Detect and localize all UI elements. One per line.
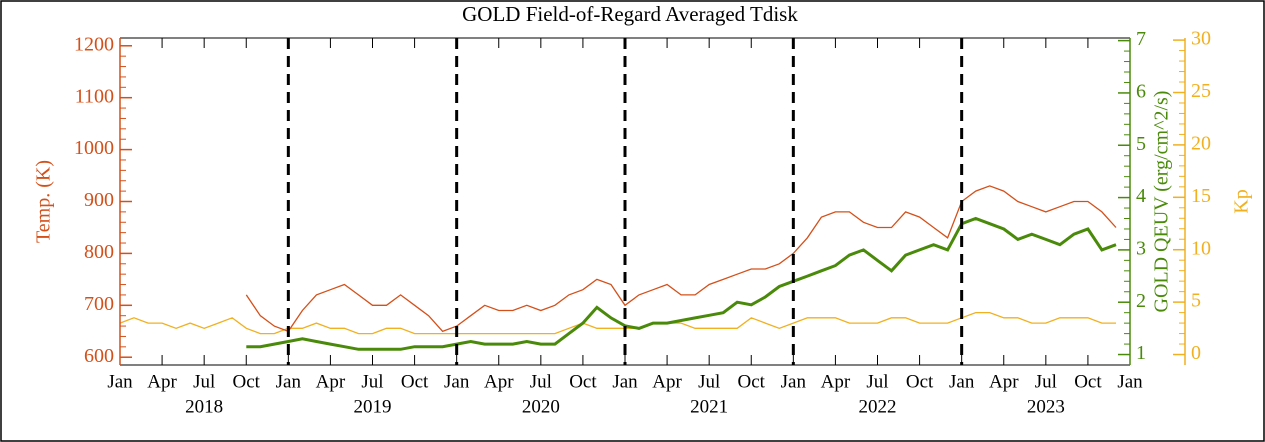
y-tick-label: 20 bbox=[1191, 132, 1211, 154]
x-tick-label: Oct bbox=[738, 371, 766, 392]
series-line bbox=[245, 185, 1117, 333]
y-tick-label: 1000 bbox=[74, 137, 114, 159]
x-tick-label: Apr bbox=[316, 371, 346, 392]
x-year-label: 2018 bbox=[185, 396, 223, 417]
y-tick-label: 3 bbox=[1136, 237, 1146, 259]
x-tick-label: Jan bbox=[276, 371, 302, 392]
x-year-label: 2019 bbox=[354, 396, 392, 417]
x-tick-label: Apr bbox=[147, 371, 177, 392]
x-tick-label: Apr bbox=[652, 371, 682, 392]
y-tick-label: 2 bbox=[1136, 290, 1146, 312]
x-tick-label: Jul bbox=[193, 371, 215, 392]
y-tick-label: 30 bbox=[1191, 28, 1211, 50]
y-tick-label: 800 bbox=[84, 241, 114, 263]
x-tick-label: Oct bbox=[233, 371, 261, 392]
y-tick-label: 0 bbox=[1191, 342, 1201, 364]
x-tick-label: Apr bbox=[821, 371, 851, 392]
x-tick-label: Jul bbox=[361, 371, 383, 392]
y-tick-label: 4 bbox=[1136, 185, 1146, 207]
y-tick-label: 900 bbox=[84, 189, 114, 211]
x-tick-label: Oct bbox=[906, 371, 934, 392]
y-tick-label: 10 bbox=[1191, 237, 1211, 259]
y-tick-label: 25 bbox=[1191, 80, 1211, 102]
x-tick-label: Jul bbox=[866, 371, 888, 392]
y-tick-label: 15 bbox=[1191, 185, 1211, 207]
x-year-label: 2023 bbox=[1027, 396, 1065, 417]
series-line bbox=[246, 216, 1117, 351]
y-tick-label: 6 bbox=[1136, 81, 1146, 103]
x-year-label: 2021 bbox=[690, 396, 728, 417]
x-tick-label: Oct bbox=[1074, 371, 1102, 392]
x-tick-label: Jan bbox=[1117, 371, 1143, 392]
y-tick-label: 600 bbox=[84, 345, 114, 367]
y-tick-label: 1200 bbox=[74, 33, 114, 55]
x-tick-label: Jan bbox=[612, 371, 638, 392]
x-tick-label: Jan bbox=[444, 371, 470, 392]
x-year-label: 2022 bbox=[859, 396, 897, 417]
y-tick-label: 700 bbox=[84, 293, 114, 315]
x-tick-label: Jul bbox=[1035, 371, 1057, 392]
x-tick-label: Jul bbox=[698, 371, 720, 392]
y-tick-label: 1100 bbox=[75, 85, 114, 107]
y-tick-label: 7 bbox=[1136, 28, 1146, 50]
chart-title: GOLD Field-of-Regard Averaged Tdisk bbox=[462, 2, 798, 26]
y-tick-label: 5 bbox=[1191, 290, 1201, 312]
y-axis-label: Temp. (K) bbox=[33, 160, 55, 243]
x-year-label: 2020 bbox=[522, 396, 560, 417]
y-axis-label: GOLD QEUV (erg/cm^2/s) bbox=[1151, 91, 1173, 313]
x-tick-label: Jan bbox=[781, 371, 807, 392]
y-axis-label: Kp bbox=[1231, 189, 1253, 213]
y-tick-label: 1 bbox=[1136, 342, 1146, 364]
x-tick-label: Jan bbox=[949, 371, 975, 392]
x-tick-label: Jan bbox=[107, 371, 133, 392]
y-tick-label: 5 bbox=[1136, 133, 1146, 155]
x-tick-label: Jul bbox=[530, 371, 552, 392]
x-tick-label: Oct bbox=[569, 371, 597, 392]
x-tick-label: Apr bbox=[989, 371, 1019, 392]
x-tick-label: Oct bbox=[401, 371, 429, 392]
x-tick-label: Apr bbox=[484, 371, 514, 392]
series-line bbox=[119, 311, 1116, 335]
